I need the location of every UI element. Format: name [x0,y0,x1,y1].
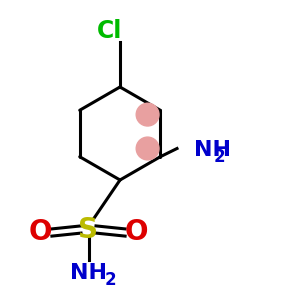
Text: 2: 2 [214,148,226,166]
Text: O: O [29,218,52,247]
Text: O: O [125,218,148,247]
Text: NH: NH [194,140,230,160]
Text: S: S [79,215,98,244]
Circle shape [136,137,159,160]
Text: Cl: Cl [97,20,122,44]
Text: 2: 2 [105,271,117,289]
Circle shape [136,103,159,126]
Text: NH: NH [70,263,107,283]
